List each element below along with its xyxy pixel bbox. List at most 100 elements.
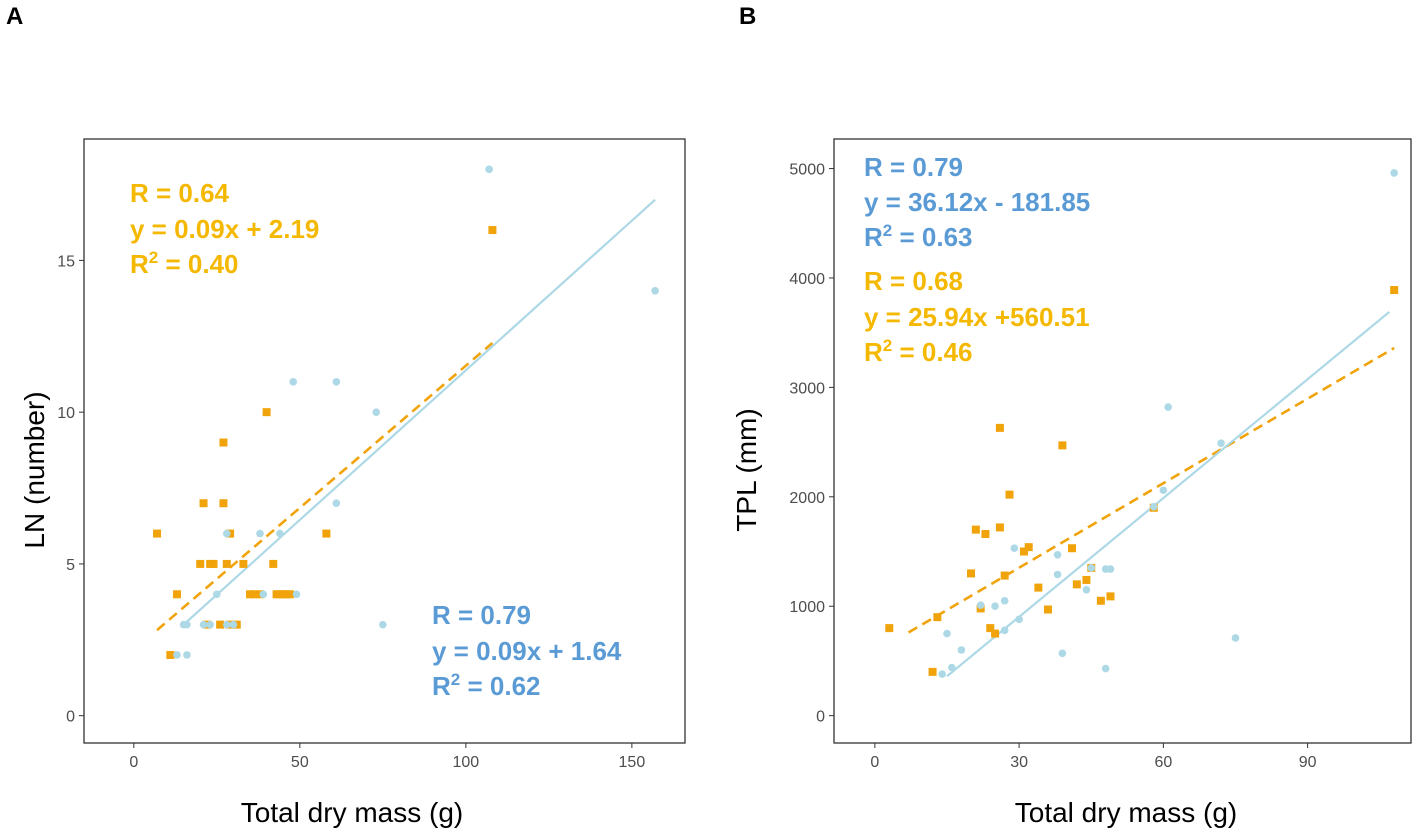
panel-a-point-blue [332, 378, 341, 386]
panel-b-ytick-label: 5000 [789, 162, 825, 179]
panel-a-point-orange [269, 559, 278, 568]
annot-b-blue-eq: y = 36.12x - 181.85 [864, 187, 1090, 217]
panel-a-frame [83, 138, 686, 744]
panel-a-point-orange [166, 650, 175, 659]
panel-a-point-orange [262, 408, 271, 417]
panel-b-point-blue [1015, 615, 1023, 624]
panel-b-point-orange [1000, 571, 1009, 580]
panel-b-ylabel: TPL (mm) [731, 408, 762, 531]
panel-b-point-blue [1000, 626, 1009, 635]
panel-a-xtick-label: 150 [619, 754, 646, 771]
panel-b-point-orange [995, 523, 1004, 532]
panel-a-point-blue [259, 590, 268, 599]
panel-a-xtick-label: 50 [291, 754, 309, 771]
annot-a-blue-r: R = 0.79 [432, 600, 531, 630]
annot-b-blue-r2: R2 = 0.63 [864, 221, 972, 252]
annot-a-orange-eq: y = 0.09x + 2.19 [130, 214, 319, 244]
panel-a-point-blue [292, 590, 301, 599]
panel-b-point-blue [1058, 649, 1067, 658]
panel-a-point-orange [285, 590, 294, 599]
panel-a-points [153, 165, 659, 659]
annot-b-blue-r: R = 0.79 [864, 152, 963, 182]
panel-a-fit-line-blue [182, 198, 656, 626]
panel-a-point-blue [372, 408, 380, 416]
panel-b-point-orange [995, 423, 1004, 432]
panel-b-point-orange [1019, 547, 1028, 556]
panel-b-point-orange [1043, 605, 1052, 614]
panel-b-xtick-label: 0 [870, 754, 879, 771]
panel-b-fit-line-blue [946, 311, 1391, 678]
panel-b-point-orange [1072, 580, 1081, 589]
panel-b-xtick-label: 60 [1154, 754, 1172, 771]
panel-a-annotation-blue: R = 0.79 y = 0.09x + 1.64 R2 = 0.62 [432, 600, 622, 701]
panel-a-point-orange [153, 529, 162, 538]
panel-b-ytick-label: 4000 [789, 271, 825, 288]
panel-b-point-orange [1058, 441, 1067, 450]
panel-a-point-blue [183, 651, 191, 659]
panel-b-point-blue [1087, 564, 1096, 572]
panel-a-ytick-label: 10 [57, 405, 75, 422]
panel-b-point-blue [1082, 586, 1091, 594]
panel-b-annotation-blue: R = 0.79 y = 36.12x - 181.85 R2 = 0.63 [864, 152, 1090, 252]
panel-a-point-blue [183, 620, 191, 629]
panel-b-ticks: 0 30 60 90 0 1000 2000 3000 4000 5000 [789, 162, 1316, 771]
panel-a-xtick-label: 100 [452, 754, 479, 771]
panel-a-point-blue [213, 590, 221, 599]
annot-b-orange-eq: y = 25.94x +560.51 [864, 302, 1090, 332]
panel-b-ytick-label: 2000 [789, 490, 825, 507]
annot-a-orange-r2: R2 = 0.40 [130, 248, 238, 279]
panel-b-point-orange [981, 530, 990, 539]
panel-b-point-orange [1024, 543, 1033, 552]
panel-b-point-orange [1106, 592, 1115, 601]
panel-b-fit-lines [907, 311, 1395, 678]
panel-a-xlabel: Total dry mass (g) [241, 797, 464, 828]
panel-a-point-orange [249, 590, 258, 599]
panel-b-point-orange [1096, 596, 1105, 605]
panel-a-point-blue [199, 620, 208, 629]
panel-b: B 0 30 60 90 0 1000 2000 3000 4000 5000 Total dry… [731, 3, 1412, 828]
panel-b-xtick-label: 30 [1010, 754, 1028, 771]
panel-b-point-blue [943, 629, 951, 638]
panel-a-point-orange [209, 559, 218, 568]
panel-a-point-orange [219, 499, 228, 508]
panel-a-point-orange [322, 529, 331, 538]
panel-a-point-blue [173, 651, 181, 659]
panel-a-point-orange [222, 559, 231, 568]
panel-b-point-blue [1390, 169, 1398, 177]
panel-a: A 0 50 100 150 0 5 10 15 Total dry mass (g) LN … [6, 3, 686, 828]
panel-b-point-orange [967, 569, 976, 578]
panel-b-ytick-label: 1000 [789, 599, 825, 616]
annot-b-orange-r2: R2 = 0.46 [864, 336, 972, 367]
panel-a-point-orange [239, 559, 248, 568]
panel-b-point-blue [991, 602, 999, 611]
annot-a-blue-r2: R2 = 0.62 [432, 670, 540, 701]
panel-b-point-blue [1010, 544, 1019, 553]
panel-a-point-blue [651, 286, 659, 295]
panel-a-point-orange [488, 226, 497, 235]
panel-b-point-blue [1000, 596, 1009, 605]
panel-a-fit-line-orange [156, 341, 494, 632]
panel-b-point-blue [957, 646, 966, 654]
panel-b-point-orange [1005, 490, 1014, 499]
panel-a-point-orange [219, 438, 228, 447]
panel-a-ticks: 0 50 100 150 0 5 10 15 [57, 253, 645, 771]
panel-a-annotation-orange: R = 0.64 y = 0.09x + 2.19 R2 = 0.40 [130, 178, 319, 279]
panel-b-frame [833, 138, 1412, 744]
panel-label-b: B [739, 3, 756, 30]
panel-b-ytick-label: 0 [816, 709, 825, 726]
panel-b-point-blue [1053, 550, 1062, 559]
panel-a-point-blue [229, 620, 238, 629]
panel-b-point-orange [971, 525, 980, 534]
panel-a-point-blue [289, 378, 297, 386]
panel-b-point-orange [1034, 583, 1043, 592]
panel-a-ytick-label: 5 [66, 557, 75, 574]
panel-b-xlabel: Total dry mass (g) [1015, 797, 1238, 828]
annot-a-blue-eq: y = 0.09x + 1.64 [432, 636, 622, 666]
panel-b-annotation-orange: R = 0.68 y = 25.94x +560.51 R2 = 0.46 [864, 266, 1090, 367]
panel-a-point-blue [256, 529, 264, 538]
panel-a-point-blue [379, 620, 387, 629]
panel-b-point-blue [976, 601, 985, 609]
panel-a-point-blue [485, 165, 493, 174]
panel-b-point-orange [1068, 544, 1077, 553]
